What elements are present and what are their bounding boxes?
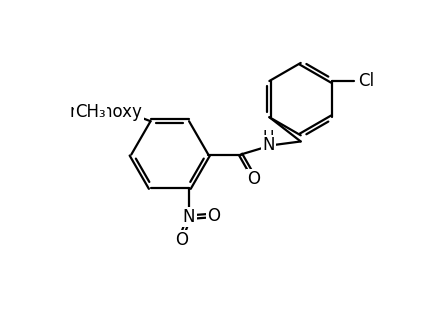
Text: N: N: [183, 208, 195, 226]
Text: methoxy: methoxy: [70, 103, 142, 121]
Text: O: O: [120, 103, 132, 121]
Text: O: O: [207, 207, 220, 225]
Text: H: H: [263, 130, 274, 145]
Text: N: N: [262, 136, 275, 154]
Text: O: O: [175, 231, 188, 249]
Text: Cl: Cl: [358, 72, 374, 90]
Text: CH₃: CH₃: [75, 103, 106, 121]
Text: O: O: [247, 170, 260, 188]
